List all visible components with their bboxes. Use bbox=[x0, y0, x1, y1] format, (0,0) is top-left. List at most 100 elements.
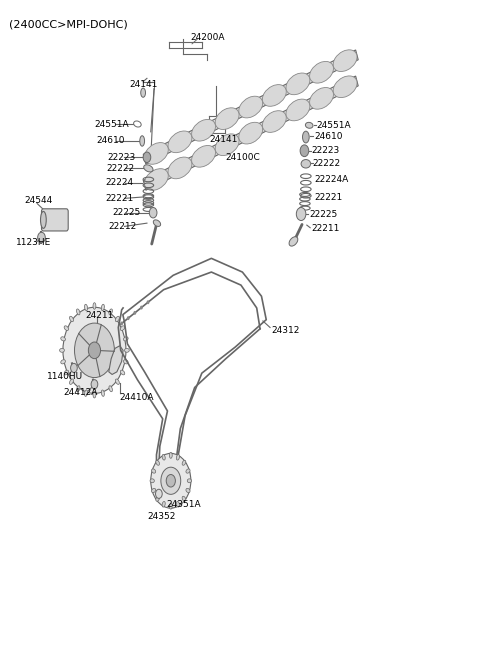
Circle shape bbox=[71, 364, 77, 373]
Circle shape bbox=[166, 474, 175, 487]
Ellipse shape bbox=[64, 370, 69, 375]
Ellipse shape bbox=[123, 360, 128, 364]
Circle shape bbox=[300, 145, 309, 157]
Ellipse shape bbox=[176, 455, 180, 460]
Ellipse shape bbox=[310, 62, 334, 83]
Ellipse shape bbox=[120, 326, 125, 331]
Ellipse shape bbox=[182, 460, 186, 465]
Ellipse shape bbox=[310, 88, 334, 109]
Text: 24100C: 24100C bbox=[226, 153, 261, 162]
Ellipse shape bbox=[289, 236, 298, 246]
Ellipse shape bbox=[60, 348, 64, 352]
Ellipse shape bbox=[84, 390, 87, 396]
Polygon shape bbox=[143, 50, 358, 164]
Text: 24141: 24141 bbox=[129, 81, 157, 89]
Text: 22211: 22211 bbox=[312, 224, 340, 233]
Text: 24610: 24610 bbox=[97, 136, 125, 145]
Ellipse shape bbox=[120, 370, 125, 375]
Text: 24410A: 24410A bbox=[120, 394, 154, 402]
Ellipse shape bbox=[123, 337, 128, 341]
Text: 22225: 22225 bbox=[309, 210, 337, 219]
Circle shape bbox=[149, 208, 157, 218]
Circle shape bbox=[296, 208, 306, 221]
Text: 22222: 22222 bbox=[107, 164, 134, 173]
Text: 24544: 24544 bbox=[24, 196, 52, 205]
Ellipse shape bbox=[169, 453, 172, 458]
Text: 22221: 22221 bbox=[106, 194, 133, 203]
Text: 22223: 22223 bbox=[312, 146, 340, 155]
Circle shape bbox=[120, 322, 123, 326]
Ellipse shape bbox=[156, 460, 159, 465]
Ellipse shape bbox=[109, 386, 112, 392]
Ellipse shape bbox=[286, 99, 310, 121]
Text: 24352: 24352 bbox=[147, 512, 175, 521]
Ellipse shape bbox=[144, 143, 168, 164]
Ellipse shape bbox=[215, 134, 239, 156]
Ellipse shape bbox=[76, 386, 80, 392]
Ellipse shape bbox=[101, 305, 104, 310]
Ellipse shape bbox=[187, 479, 192, 483]
Ellipse shape bbox=[239, 122, 263, 144]
Ellipse shape bbox=[70, 379, 73, 384]
Ellipse shape bbox=[124, 348, 129, 352]
Ellipse shape bbox=[76, 309, 80, 315]
Text: (2400CC>MPI-DOHC): (2400CC>MPI-DOHC) bbox=[9, 20, 127, 29]
Ellipse shape bbox=[140, 136, 144, 146]
Text: 24200A: 24200A bbox=[190, 33, 224, 42]
Text: 24351A: 24351A bbox=[166, 500, 201, 510]
Ellipse shape bbox=[263, 111, 286, 132]
Ellipse shape bbox=[263, 84, 286, 106]
Ellipse shape bbox=[215, 108, 239, 130]
Ellipse shape bbox=[84, 305, 87, 310]
Circle shape bbox=[156, 489, 162, 498]
Ellipse shape bbox=[70, 316, 73, 322]
Ellipse shape bbox=[93, 303, 96, 309]
Ellipse shape bbox=[150, 479, 155, 483]
Text: 24551A: 24551A bbox=[316, 121, 351, 130]
Ellipse shape bbox=[141, 88, 145, 97]
Ellipse shape bbox=[144, 169, 168, 191]
Ellipse shape bbox=[239, 96, 263, 118]
Polygon shape bbox=[143, 76, 358, 190]
Ellipse shape bbox=[286, 73, 310, 95]
Ellipse shape bbox=[182, 496, 186, 501]
Circle shape bbox=[140, 306, 143, 310]
Circle shape bbox=[143, 152, 151, 162]
Ellipse shape bbox=[186, 489, 190, 493]
Text: 22224: 22224 bbox=[106, 178, 133, 187]
Polygon shape bbox=[109, 346, 123, 375]
Circle shape bbox=[91, 380, 98, 389]
Ellipse shape bbox=[101, 390, 104, 396]
Ellipse shape bbox=[186, 469, 190, 473]
Ellipse shape bbox=[168, 131, 192, 153]
Circle shape bbox=[133, 311, 136, 315]
Text: 24610: 24610 bbox=[314, 132, 342, 141]
Ellipse shape bbox=[115, 379, 120, 384]
Circle shape bbox=[63, 307, 126, 394]
Circle shape bbox=[37, 233, 45, 243]
Circle shape bbox=[127, 316, 130, 320]
Text: 24312: 24312 bbox=[271, 326, 300, 335]
Ellipse shape bbox=[301, 160, 311, 168]
Ellipse shape bbox=[156, 496, 159, 501]
Ellipse shape bbox=[176, 502, 180, 507]
Ellipse shape bbox=[302, 131, 309, 143]
Text: 22224A: 22224A bbox=[314, 175, 348, 184]
Text: 24412A: 24412A bbox=[63, 388, 98, 397]
Ellipse shape bbox=[192, 119, 216, 141]
Ellipse shape bbox=[115, 316, 120, 322]
Ellipse shape bbox=[333, 50, 357, 71]
Ellipse shape bbox=[144, 165, 153, 172]
Text: 22221: 22221 bbox=[314, 193, 342, 202]
Ellipse shape bbox=[152, 469, 156, 473]
Text: 22212: 22212 bbox=[109, 222, 137, 231]
Circle shape bbox=[151, 453, 191, 508]
Text: 1123HE: 1123HE bbox=[16, 238, 51, 247]
FancyBboxPatch shape bbox=[41, 209, 68, 231]
Circle shape bbox=[88, 342, 100, 359]
Ellipse shape bbox=[40, 212, 46, 229]
Ellipse shape bbox=[162, 502, 165, 507]
Circle shape bbox=[74, 323, 114, 377]
Ellipse shape bbox=[61, 360, 65, 364]
Ellipse shape bbox=[64, 326, 69, 331]
